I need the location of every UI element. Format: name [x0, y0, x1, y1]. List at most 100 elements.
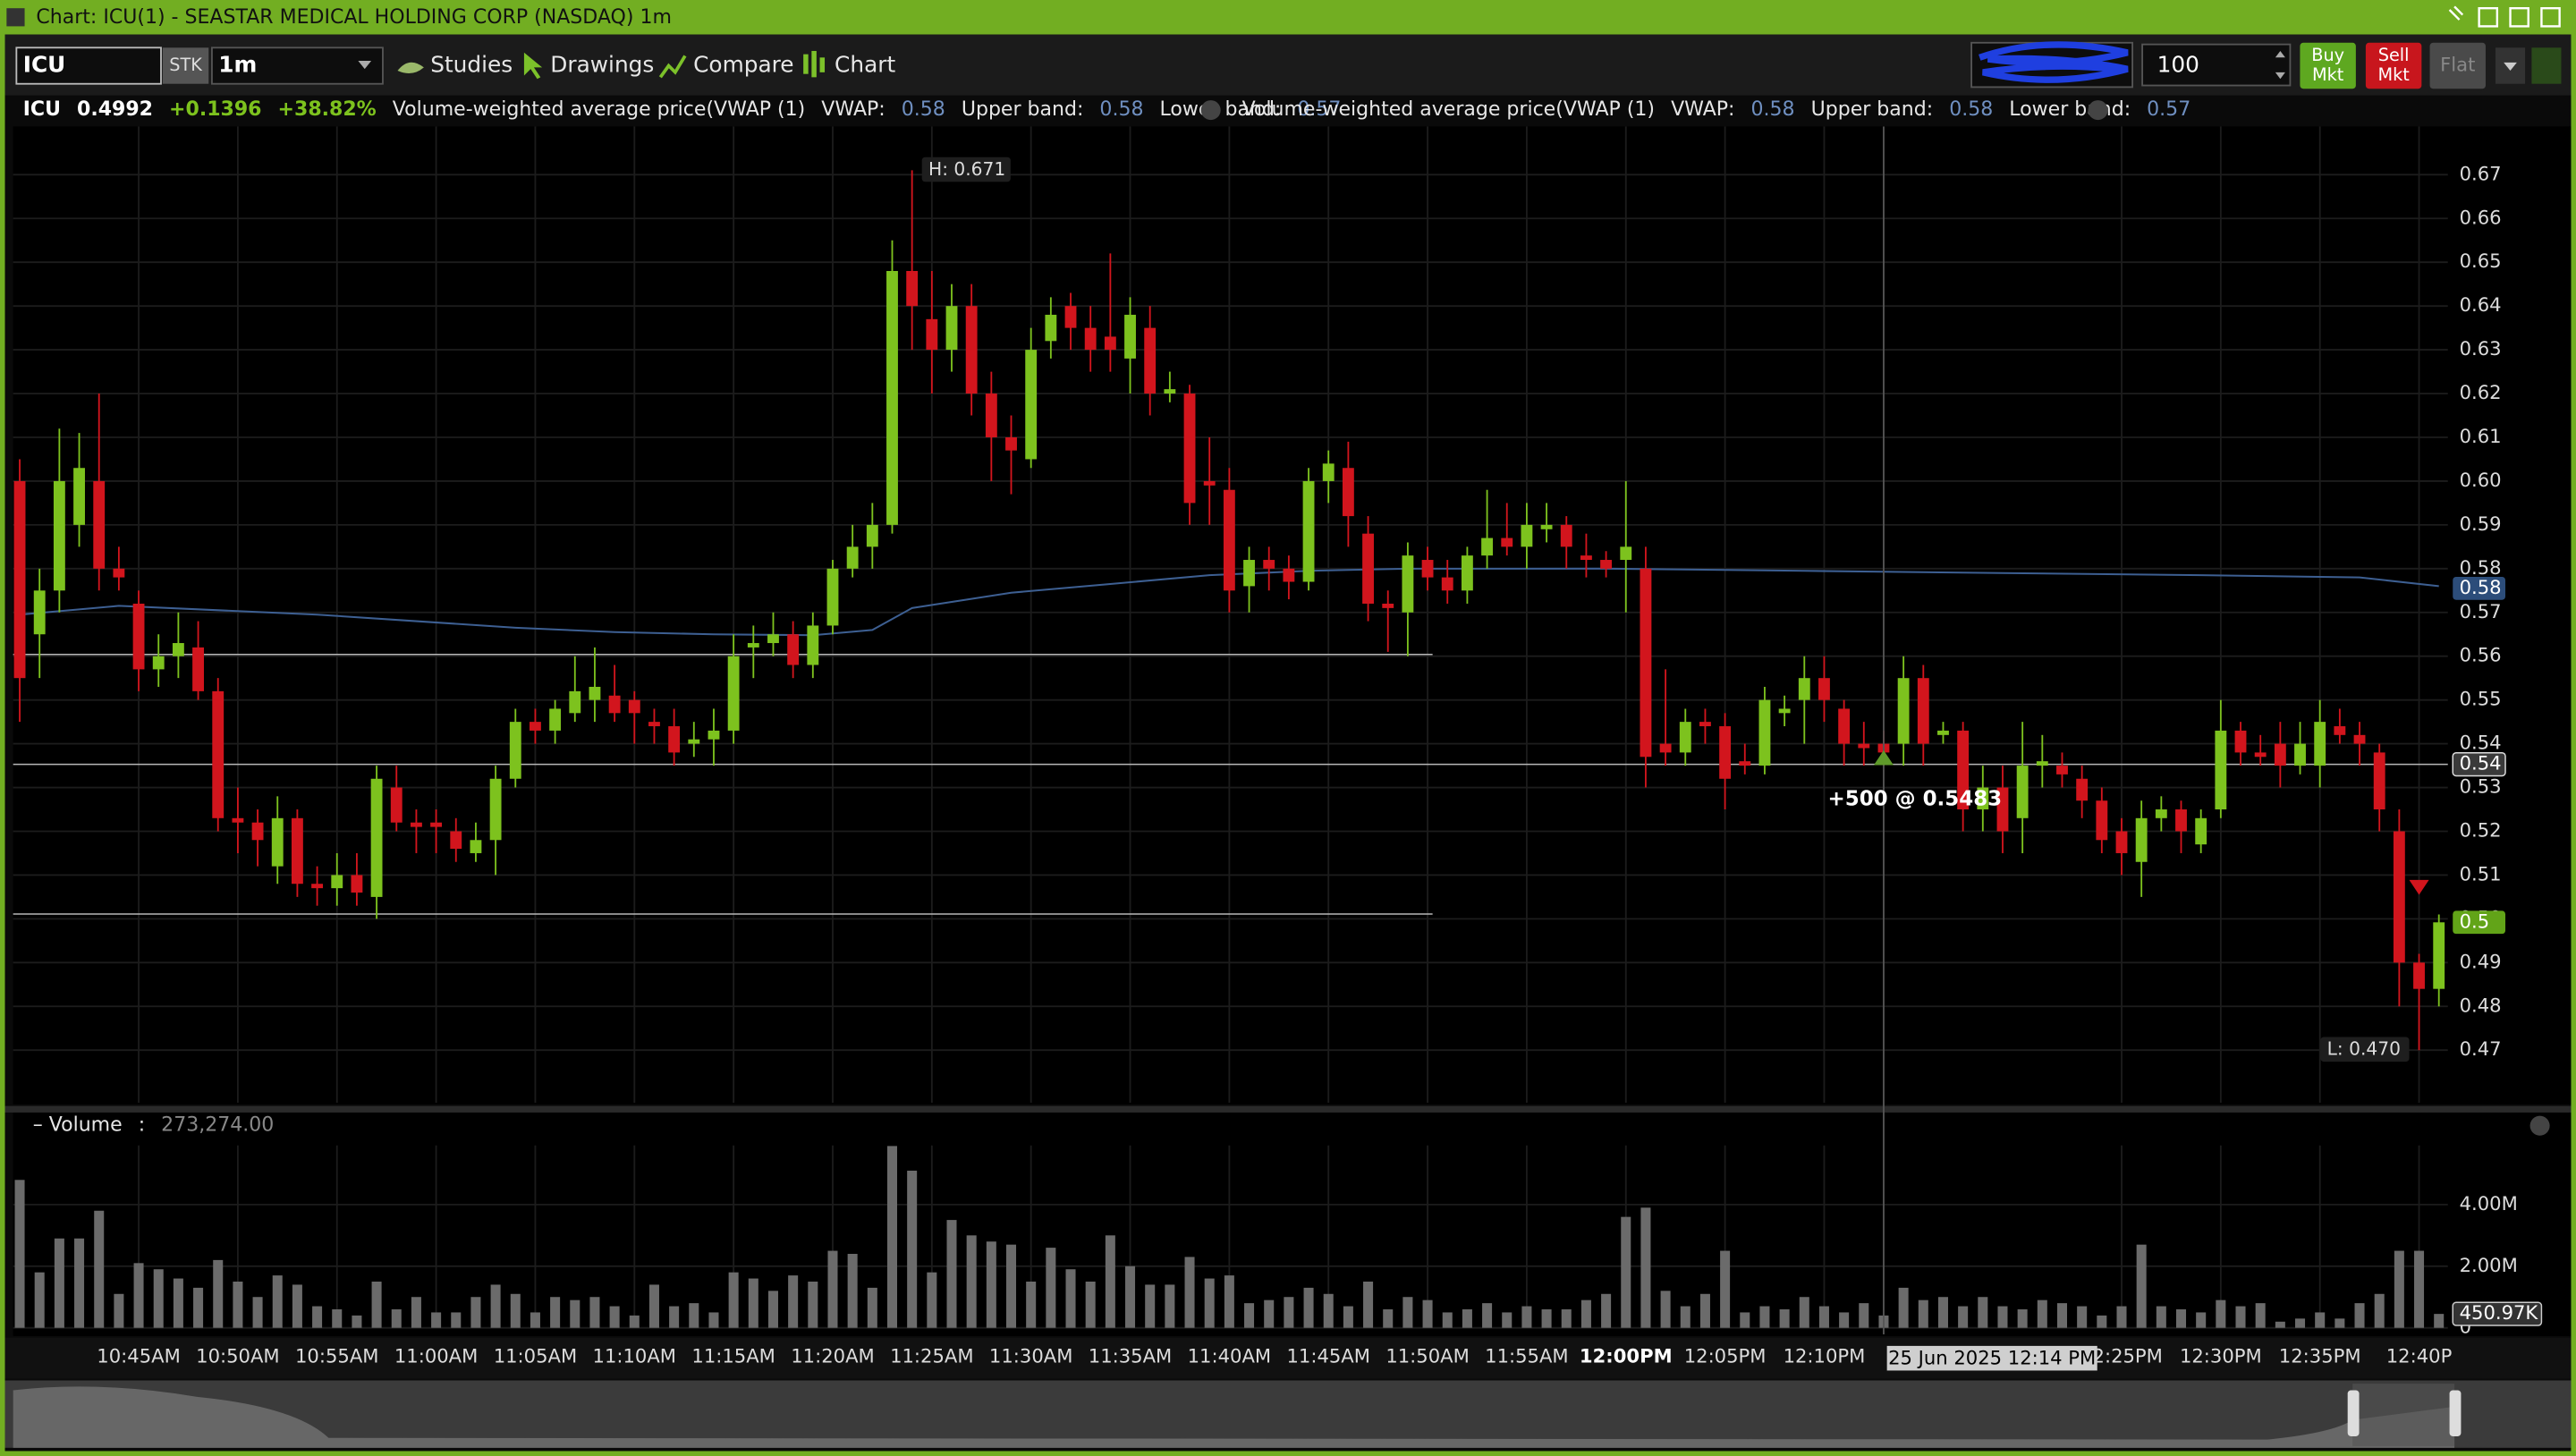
candle-body	[1045, 314, 1057, 342]
remove-panel[interactable]	[2529, 1115, 2550, 1136]
candle-body	[2016, 766, 2029, 818]
panel-divider	[4, 1105, 2572, 1113]
remove-study[interactable]	[1200, 100, 1221, 121]
candle-body	[530, 722, 541, 731]
volume-bar	[827, 1250, 838, 1328]
candle-body	[708, 730, 720, 740]
volume-bar	[94, 1210, 105, 1328]
crosshair-tooltip	[1886, 1345, 2097, 1371]
sell-button[interactable]	[2365, 42, 2422, 89]
candle-body	[2036, 761, 2048, 766]
candle-body	[1342, 468, 1354, 517]
y-tick-label: 0.64	[2460, 293, 2502, 316]
volume-bar	[1145, 1284, 1156, 1328]
navigator-window[interactable]	[2352, 1384, 2455, 1446]
volume-bar	[173, 1278, 183, 1328]
x-tick-label: 11:05AM	[494, 1345, 577, 1367]
candle-body	[2254, 752, 2267, 758]
volume-bar	[570, 1299, 580, 1328]
sec-type: STK	[169, 55, 203, 75]
volume-bar	[431, 1312, 442, 1328]
volume-bar	[2097, 1315, 2107, 1328]
interval: 1m	[218, 51, 257, 77]
quantity-input[interactable]	[2141, 43, 2292, 87]
volume-bar	[233, 1281, 243, 1328]
volume-title: – Volume	[33, 1114, 123, 1137]
menu-compare[interactable]: Compare	[693, 51, 793, 77]
candle-body	[1778, 708, 1791, 714]
buy-label: Mkt	[2312, 64, 2344, 85]
volume-bar	[986, 1241, 996, 1328]
buy-button[interactable]	[2300, 42, 2356, 89]
navigator-handle[interactable]	[2449, 1390, 2462, 1436]
menu-drawings[interactable]: Drawings	[550, 51, 654, 77]
study-label: Upper band:	[962, 98, 1084, 121]
x-tick-label: 12:00PM	[1580, 1345, 1673, 1367]
legend-change-pct: +38.82%	[278, 98, 377, 121]
candle-body	[747, 643, 759, 648]
candle-body	[2215, 730, 2227, 810]
price-panel	[13, 126, 2576, 1105]
candle-body	[1025, 350, 1038, 460]
restore-icon[interactable]	[2509, 6, 2529, 28]
x-tick-label: 10:45AM	[97, 1345, 180, 1367]
volume-bar	[1065, 1269, 1076, 1328]
volume-bar	[530, 1312, 540, 1328]
edit-icon[interactable]	[2478, 6, 2499, 28]
sec-type-box[interactable]	[162, 47, 209, 84]
candle-body	[608, 695, 621, 714]
candle-body	[212, 690, 225, 818]
volume-bar	[193, 1287, 204, 1328]
menu-studies[interactable]: Studies	[430, 51, 513, 77]
navigator-handle[interactable]	[2347, 1390, 2360, 1436]
volume-bar	[1363, 1281, 1374, 1328]
candle-body	[787, 634, 800, 665]
volume-bar	[1224, 1275, 1234, 1328]
volume-bar	[847, 1253, 858, 1328]
flat-button[interactable]	[2429, 42, 2486, 89]
menu-chart[interactable]: Chart	[835, 51, 895, 77]
volume-bar	[946, 1220, 957, 1328]
candle-body	[926, 318, 938, 351]
volume-bar	[708, 1312, 719, 1328]
candle-body	[1481, 538, 1494, 556]
candle-body	[1620, 546, 1632, 561]
candle-body	[390, 787, 402, 823]
volume-bar	[1462, 1309, 1472, 1328]
candle-body	[1402, 555, 1414, 613]
interval-select[interactable]	[211, 47, 384, 85]
more-arrow	[2504, 62, 2517, 72]
close-icon[interactable]	[2540, 6, 2561, 28]
volume-bar	[966, 1235, 977, 1328]
pin-icon[interactable]	[2448, 5, 2464, 21]
candle-body	[73, 468, 85, 525]
spinner[interactable]	[2275, 50, 2285, 80]
candle-body	[113, 568, 125, 578]
study-label: Lower band:	[2009, 98, 2131, 121]
annotation: L: 0.470	[2327, 1038, 2401, 1060]
candle-body	[1461, 555, 1473, 591]
candle-body	[2234, 730, 2247, 753]
study-label: VWAP:	[1671, 98, 1734, 121]
volume-bar	[629, 1315, 640, 1328]
window-title: Chart: ICU(1) - SEASTAR MEDICAL HOLDING …	[36, 6, 672, 29]
volume-bar	[788, 1275, 799, 1328]
volume-bar	[2315, 1312, 2326, 1328]
study-name: Volume-weighted average price(VWAP (1)	[393, 98, 805, 121]
candle-body	[172, 643, 184, 656]
remove-study[interactable]	[2088, 100, 2108, 121]
volume-value: 273,274.00	[161, 1114, 274, 1137]
drawings-icon	[523, 52, 543, 80]
symbol-input[interactable]	[15, 47, 162, 85]
candle-body	[1203, 480, 1216, 486]
x-tick-label: 12:10PM	[1784, 1345, 1866, 1367]
volume-bar	[2175, 1309, 2187, 1328]
annotation-bg	[2320, 1037, 2410, 1062]
link-button[interactable]	[2531, 47, 2562, 84]
volume-bar	[550, 1297, 561, 1328]
candle-body	[2314, 722, 2326, 766]
navigator	[4, 1380, 2572, 1448]
volume-bar	[2196, 1312, 2207, 1328]
volume-bar	[1402, 1297, 1413, 1328]
